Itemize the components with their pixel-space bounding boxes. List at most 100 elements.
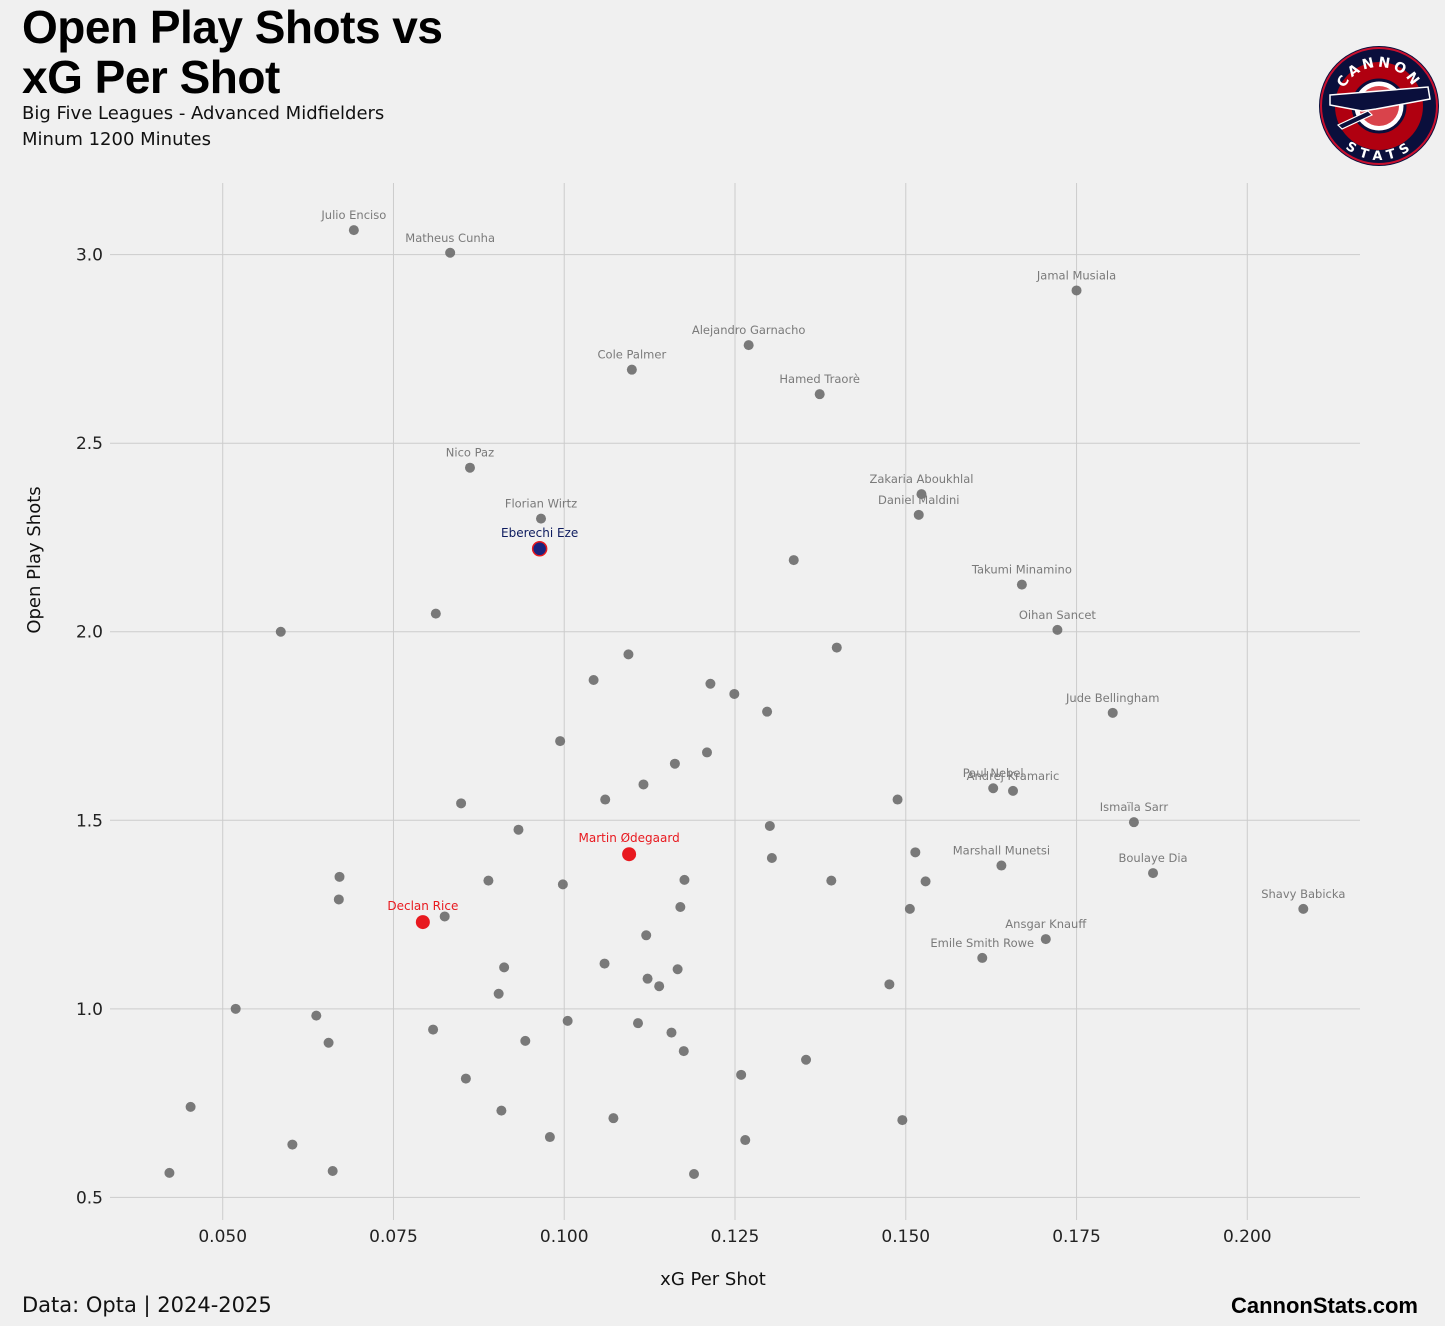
data-point (892, 794, 903, 805)
data-point (729, 688, 740, 699)
data-point (600, 794, 611, 805)
data-point (679, 874, 690, 885)
data-point (910, 847, 921, 858)
point-label: Nico Paz (446, 446, 494, 460)
data-point (996, 860, 1007, 871)
data-point (633, 1018, 644, 1029)
highlight-point (622, 847, 637, 862)
data-point (1148, 868, 1159, 879)
data-point (904, 903, 915, 914)
x-axis-label: xG Per Shot (660, 1269, 766, 1290)
data-point (826, 875, 837, 886)
data-point (814, 389, 825, 400)
data-point (736, 1069, 747, 1080)
data-point (1040, 934, 1051, 945)
cannon-stats-logo: CANNON STATS (1319, 46, 1439, 166)
data-point (977, 952, 988, 963)
title-line-2: xG Per Shot (22, 51, 280, 103)
data-point (1107, 707, 1118, 718)
point-labels: Julio Enciso Matheus Cunha Jamal Musiala Al… (320, 208, 1345, 950)
data-point (428, 1024, 439, 1035)
x-tick-label: 0.175 (1052, 1227, 1101, 1247)
point-label: Matheus Cunha (405, 231, 495, 245)
data-point (740, 1135, 751, 1146)
data-point (164, 1167, 175, 1178)
data-point (608, 1113, 619, 1124)
point-label: Julio Enciso (320, 208, 386, 222)
data-point (562, 1015, 573, 1026)
data-point (536, 513, 547, 524)
x-tick-label: 0.150 (881, 1227, 930, 1247)
data-point (642, 973, 653, 984)
data-point (743, 340, 754, 351)
chart-subtitle: Big Five Leagues - Advanced Midfielders … (22, 101, 384, 153)
data-point (920, 876, 931, 887)
data-point (788, 555, 799, 566)
point-label: Daniel Maldini (878, 493, 959, 507)
data-point (460, 1073, 471, 1084)
data-point (493, 988, 504, 999)
data-point (626, 364, 637, 375)
data-point (513, 824, 524, 835)
data-point (884, 979, 895, 990)
point-label: Paul Nebel (963, 766, 1024, 780)
point-label: Zakaria Aboukhlal (870, 472, 974, 486)
data-point (430, 608, 441, 619)
subtitle-line-1: Big Five Leagues - Advanced Midfielders (22, 103, 385, 124)
data-point (675, 902, 686, 913)
data-point (916, 489, 927, 500)
data-point (701, 747, 712, 758)
data-point (334, 871, 345, 882)
data-point (445, 247, 456, 258)
data-point (1052, 624, 1063, 635)
subtitle-line-2: Minum 1200 Minutes (22, 129, 211, 150)
data-point (1298, 903, 1309, 914)
data-point (185, 1101, 196, 1112)
data-point (499, 962, 510, 973)
data-point (897, 1115, 908, 1126)
data-point (599, 958, 610, 969)
data-point (705, 678, 716, 689)
data-points (164, 225, 1309, 1179)
data-point (555, 736, 566, 747)
point-label: Jamal Musiala (1036, 268, 1116, 282)
data-point (348, 225, 359, 236)
data-point (483, 875, 494, 886)
point-label: Takumi Minamino (971, 563, 1072, 577)
point-label: Florian Wirtz (505, 497, 577, 511)
y-tick-label: 0.5 (76, 1188, 103, 1208)
point-label: Jude Bellingham (1065, 691, 1159, 705)
data-point (1071, 285, 1082, 296)
data-point (496, 1105, 507, 1116)
data-point (464, 462, 475, 473)
x-tick-label: 0.200 (1223, 1227, 1272, 1247)
data-point (831, 642, 842, 653)
chart-title: Open Play Shots vs xG Per Shot (22, 1, 443, 103)
data-point (672, 964, 683, 975)
point-label: Ansgar Knauff (1005, 917, 1087, 931)
point-label: Shavy Babicka (1261, 887, 1345, 901)
title-line-1: Open Play Shots vs (22, 1, 443, 53)
point-label: Boulaye Dia (1118, 851, 1187, 865)
data-point (623, 649, 634, 660)
site-link[interactable]: CannonStats.com (1230, 1293, 1418, 1318)
y-axis-label: Open Play Shots (24, 486, 45, 633)
highlight-label: Eberechi Eze (501, 526, 578, 540)
data-point (666, 1027, 677, 1038)
data-point (638, 779, 649, 790)
data-point (557, 879, 568, 890)
data-point (641, 930, 652, 941)
highlight-label: Martin Ødegaard (579, 831, 680, 845)
y-tick-label: 3.0 (76, 246, 103, 266)
point-label: Oihan Sancet (1019, 608, 1097, 622)
point-label: Alejandro Garnacho (692, 323, 806, 337)
data-point (654, 981, 665, 992)
y-tick-label: 1.5 (76, 811, 103, 831)
highlight-point (531, 541, 548, 557)
data-point (287, 1139, 298, 1150)
data-point (762, 706, 773, 717)
point-label: Ismaïla Sarr (1100, 800, 1169, 814)
data-point (275, 626, 286, 637)
x-tick-label: 0.100 (540, 1227, 589, 1247)
